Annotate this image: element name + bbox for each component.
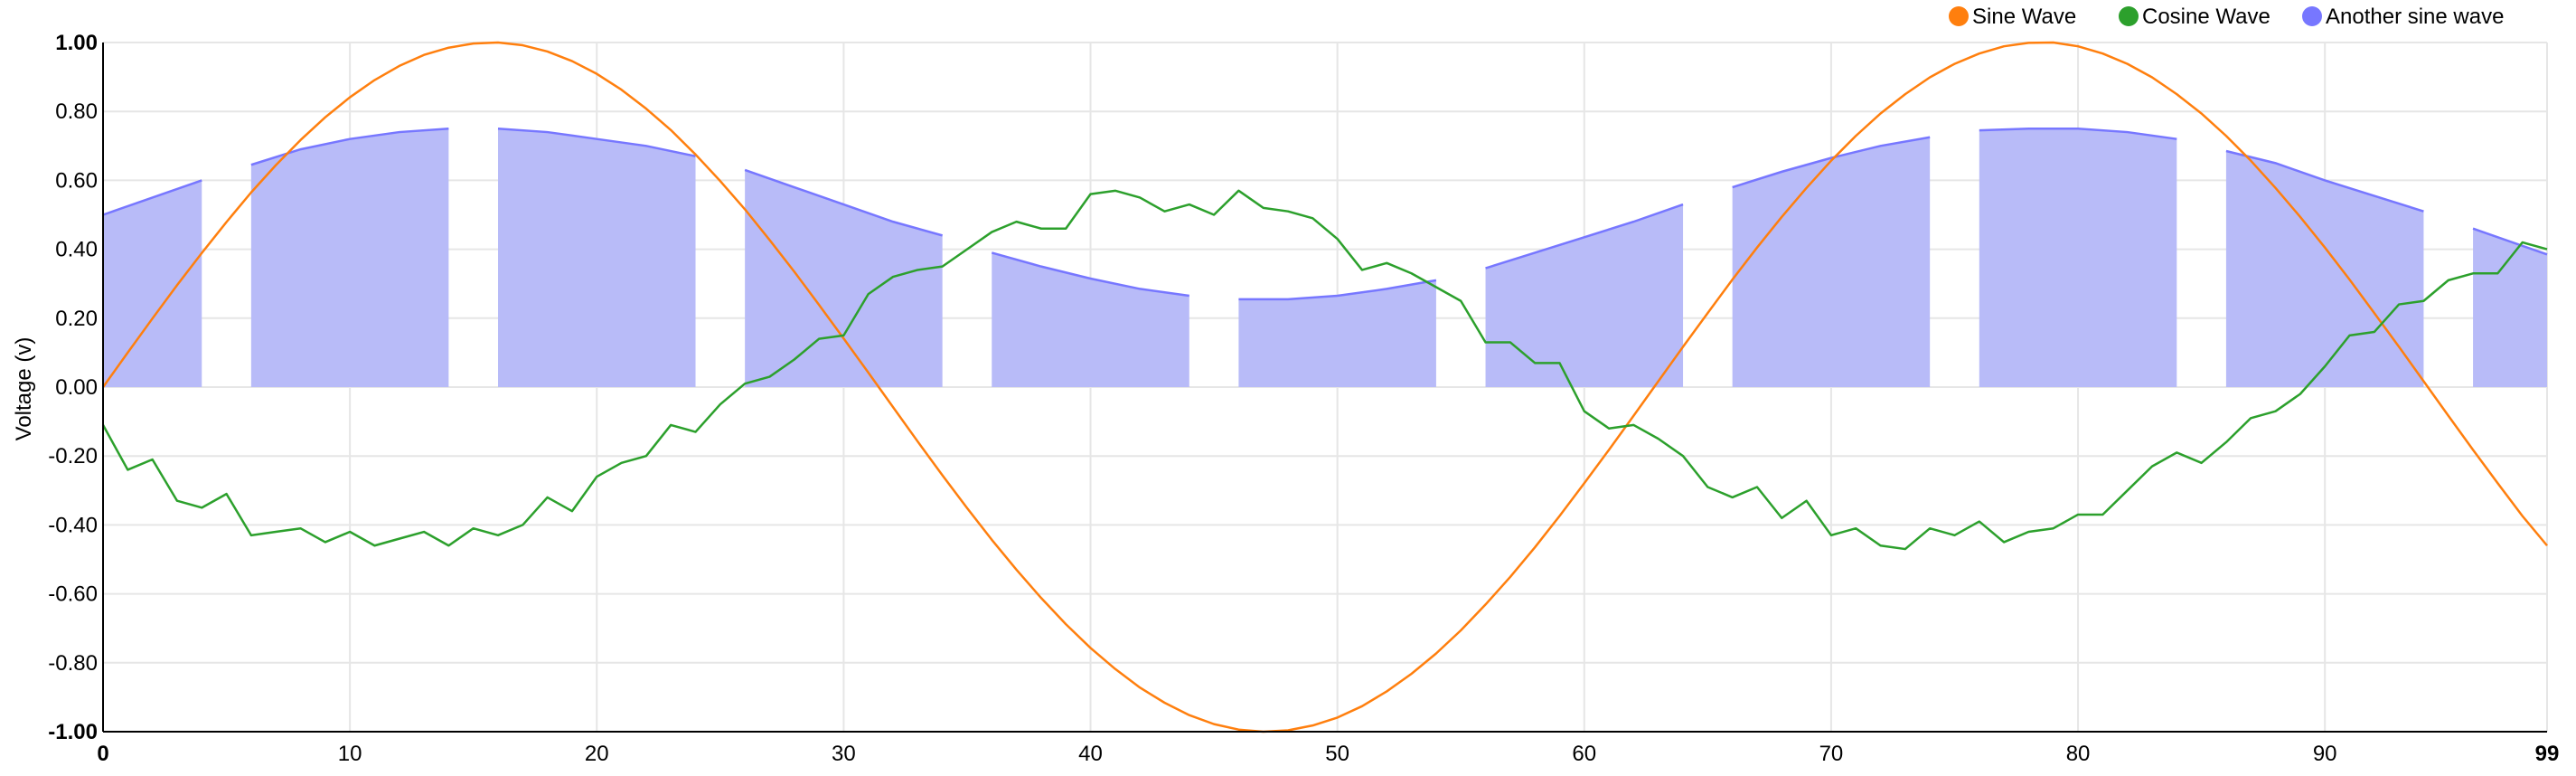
series-line-sine-wave <box>101 41 2548 733</box>
x-tick-label: 70 <box>1819 742 1844 766</box>
area-segment-another-sine-wave <box>745 169 943 387</box>
area-segment-another-sine-wave <box>1979 128 2177 387</box>
area-segment-another-sine-wave <box>1238 279 1436 387</box>
y-tick-label: 0.80 <box>55 99 98 124</box>
area-top-line-another-sine-wave <box>102 179 202 216</box>
area-segment-another-sine-wave <box>992 252 1189 387</box>
area-segment-another-sine-wave <box>498 128 696 387</box>
x-tick-label: 20 <box>585 742 609 766</box>
area-top-line-another-sine-wave <box>250 128 449 166</box>
area-top-line-another-sine-wave <box>991 251 1189 298</box>
area-top-line-another-sine-wave <box>1485 203 1684 270</box>
y-tick-label: -0.40 <box>48 513 98 537</box>
y-tick-label: -0.20 <box>48 444 98 468</box>
legend-label: Cosine Wave <box>2142 5 2270 29</box>
area-top-line-another-sine-wave <box>497 128 696 157</box>
x-tick-label: 80 <box>2066 742 2091 766</box>
area-top-line-another-sine-wave <box>2472 227 2548 256</box>
y-tick-label: 1.00 <box>55 31 98 55</box>
y-tick-label: 0.40 <box>55 238 98 262</box>
legend-label: Another sine wave <box>2326 5 2504 29</box>
area-segment-another-sine-wave <box>103 180 202 387</box>
legend-item[interactable]: Cosine Wave <box>2119 5 2270 29</box>
area-segment-another-sine-wave <box>1485 204 1684 387</box>
y-axis-label: Voltage (v) <box>12 337 36 441</box>
legend-item[interactable]: Another sine wave <box>2302 5 2504 29</box>
area-segment-another-sine-wave <box>250 128 449 387</box>
x-tick-label: 10 <box>338 742 362 766</box>
legend-swatch <box>2119 6 2139 26</box>
y-tick-label: 0.20 <box>55 307 98 331</box>
y-axis-ticks: 1.00 0.80 0.60 0.40 0.20 0.00 -0.20 -0.40 -0.60 -… <box>48 31 98 744</box>
x-tick-label: 30 <box>832 742 856 766</box>
x-tick-label: 0 <box>97 742 108 766</box>
x-tick-label: 60 <box>1572 742 1596 766</box>
series-line-cosine-wave <box>101 189 2548 551</box>
y-tick-label: -0.60 <box>48 582 98 607</box>
area-top-line-another-sine-wave <box>1238 279 1437 301</box>
line-series-group <box>101 41 2548 733</box>
legend-label: Sine Wave <box>1972 5 2076 29</box>
y-tick-label: 0.00 <box>55 375 98 400</box>
legend-swatch <box>2302 6 2322 26</box>
x-tick-label: 99 <box>2535 742 2560 766</box>
area-top-line-another-sine-wave <box>1732 136 1931 189</box>
area-top-line-another-sine-wave <box>2225 149 2424 213</box>
legend-item[interactable]: Sine Wave <box>1949 5 2076 29</box>
y-tick-label: 0.60 <box>55 168 98 193</box>
x-tick-label: 90 <box>2313 742 2337 766</box>
legend-swatch <box>1949 6 1969 26</box>
chart-legend: Sine Wave Cosine Wave Another sine wave <box>1949 5 2504 29</box>
y-tick-label: -0.80 <box>48 651 98 676</box>
area-series-group <box>102 128 2548 387</box>
area-segment-another-sine-wave <box>1732 137 1931 387</box>
area-top-line-another-sine-wave <box>1979 128 2177 140</box>
chart-axes <box>102 43 2547 733</box>
area-segment-another-sine-wave <box>2473 228 2547 387</box>
x-tick-label: 50 <box>1325 742 1349 766</box>
area-segment-another-sine-wave <box>2225 151 2424 387</box>
x-axis-ticks: 0 10 20 30 40 50 60 70 80 90 99 <box>97 742 2559 766</box>
y-tick-label: -1.00 <box>48 720 98 744</box>
x-tick-label: 40 <box>1078 742 1103 766</box>
area-top-line-another-sine-wave <box>744 168 943 237</box>
